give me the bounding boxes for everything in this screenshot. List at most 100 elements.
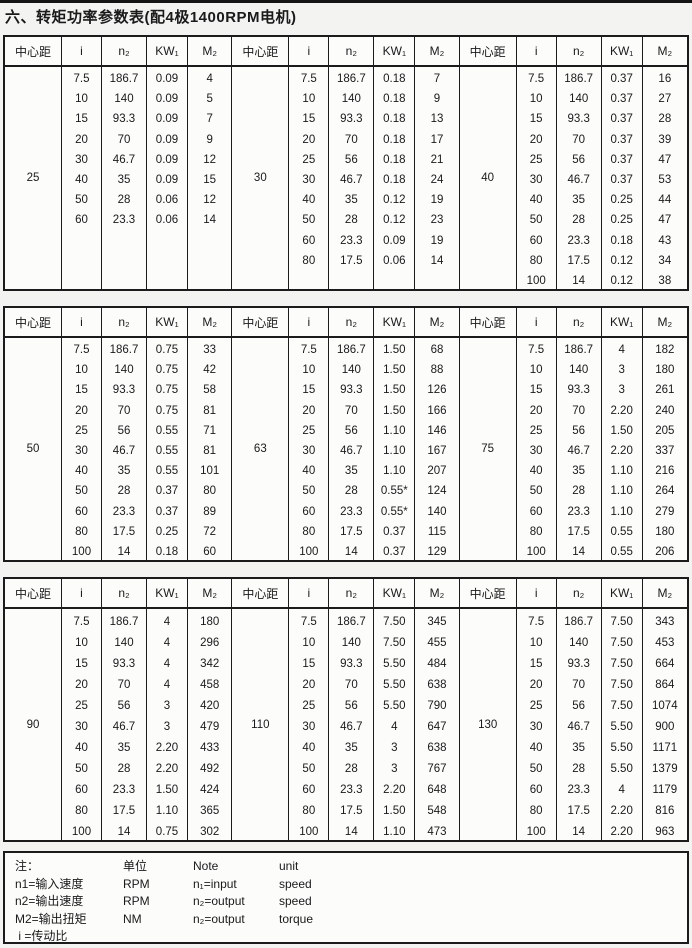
tables-container: 中心距 25 i 7.5 10 15 20 30 40 50 60 n₂ 186.7 140 93.3 70 4… xyxy=(0,35,692,842)
table-cell: 38 xyxy=(658,274,672,287)
table-cell: 100 xyxy=(526,274,546,287)
table-cell: 12 xyxy=(203,194,217,207)
table-cell: 7.5 xyxy=(73,615,90,628)
table-cell: 88 xyxy=(430,364,444,377)
table-cell: 240 xyxy=(655,404,675,417)
table-cell: 30 xyxy=(302,721,316,734)
table-cell: 30 xyxy=(75,153,88,166)
table-cell: 56 xyxy=(117,699,131,712)
table-cell: 80 xyxy=(529,525,543,538)
table-cell: 2.20 xyxy=(155,742,179,755)
table-cell: 89 xyxy=(203,505,217,518)
table-cell: 10 xyxy=(529,93,543,106)
table-cell: 35 xyxy=(344,465,358,478)
table-cell: 0.37 xyxy=(610,73,633,86)
table-cell: 455 xyxy=(427,636,447,649)
table-cell: 93.3 xyxy=(112,384,136,397)
column-header: n₂ xyxy=(102,308,146,338)
center-distance-value: 90 xyxy=(26,718,40,731)
table-cell: 0.09 xyxy=(383,234,406,247)
table-cell: 21 xyxy=(430,153,444,166)
table-cell: 4 xyxy=(618,344,625,357)
table-cell: 1.10 xyxy=(610,485,633,498)
table-cell: 638 xyxy=(427,678,447,691)
table-cell: 1074 xyxy=(652,699,678,712)
table-cell: 93.3 xyxy=(567,657,590,670)
column-header: i xyxy=(289,37,329,67)
table-cell: 4 xyxy=(163,636,171,649)
data-column-body: 345 455 484 638 790 647 638 767 648 548 473 xyxy=(415,609,458,840)
data-column-body: 182 180 261 240 205 337 216 264 279 180 206 xyxy=(643,338,687,560)
column-header: n₂ xyxy=(329,37,374,67)
table-group-30: 中心距 30 i 7.5 10 15 20 25 30 40 50 60 80 n₂ 186.7 140 93.… xyxy=(232,37,460,289)
data-column-body: 1.50 1.50 1.50 1.50 1.10 1.10 1.10 0.55* 0.55* 0.… xyxy=(374,338,414,560)
table-cell: 15 xyxy=(75,384,88,397)
column-output-speed-n2: n₂ 186.7 140 93.3 70 56 46.7 35 28 23.3 17.5 14 xyxy=(556,579,602,840)
table-cell: 15 xyxy=(529,113,543,126)
table-cell: 23.3 xyxy=(340,784,363,797)
table-cell: 4 xyxy=(163,678,171,691)
table-cell: 23.3 xyxy=(567,234,590,247)
table-cell: 0.37 xyxy=(155,485,179,498)
data-column-body: 0.75 0.75 0.75 0.75 0.55 0.55 0.55 0.37 0.37 0.25… xyxy=(147,338,187,560)
center-distance-cell: 50 xyxy=(5,338,61,560)
table-cell: 60 xyxy=(529,784,543,797)
table-cell: 0.55 xyxy=(155,465,179,478)
table-cell: 60 xyxy=(203,545,217,558)
table-cell: 1179 xyxy=(652,784,678,797)
table-cell: 70 xyxy=(117,678,131,691)
table-cell: 30 xyxy=(302,445,316,458)
table-cell: 93.3 xyxy=(340,113,363,126)
table-cell: 12 xyxy=(203,153,217,166)
table-cell: 420 xyxy=(200,699,220,712)
table-cell: 50 xyxy=(529,214,543,227)
column-input-power-kw1: KW₁ 7.50 7.50 7.50 7.50 7.50 5.50 5.50 5.50 4 2.20… xyxy=(601,579,643,840)
table-cell: 1.50 xyxy=(155,784,179,797)
table-cell: 864 xyxy=(655,678,675,691)
table-cell: 7.5 xyxy=(300,73,317,86)
table-cell: 47 xyxy=(658,153,672,166)
table-cell: 647 xyxy=(427,721,447,734)
table-cell: 30 xyxy=(529,174,543,187)
table-group-40: 中心距 40 i 7.5 10 15 20 25 30 40 50 60 80 100 n₂ 186.7 140… xyxy=(459,37,687,289)
table-cell: 19 xyxy=(430,194,444,207)
center-distance-value: 75 xyxy=(481,443,495,455)
table-cell: 30 xyxy=(75,445,88,458)
table-cell: 60 xyxy=(75,214,88,227)
note-cell: speed xyxy=(279,876,312,891)
data-column-body: 7.5 10 15 20 30 40 50 60 xyxy=(62,67,101,289)
data-column-body: 186.7 140 93.3 70 56 46.7 35 28 23.3 17.5 14 xyxy=(557,609,601,840)
table-cell: 2.20 xyxy=(155,763,179,776)
table-cell: 93.3 xyxy=(112,113,136,126)
table-cell: 23 xyxy=(430,214,444,227)
table-cell: 453 xyxy=(655,636,675,649)
table-cell: 264 xyxy=(655,485,675,498)
note-cell: torque xyxy=(279,911,314,926)
note-box: 注： 单位 Note unit n1=输入速度 RPM n₁=input speed n2=输出… xyxy=(3,851,689,944)
column-ratio-i: i 7.5 10 15 20 25 30 40 50 60 80 100 xyxy=(289,308,330,560)
table-cell: 20 xyxy=(75,404,88,417)
table-cell: 0.55* xyxy=(380,485,408,498)
table-cell: 68 xyxy=(430,344,444,357)
table-cell: 15 xyxy=(302,657,316,670)
table-cell: 182 xyxy=(655,344,675,357)
table-cell: 14 xyxy=(572,274,586,287)
table-cell: 0.37 xyxy=(383,545,406,558)
table-cell: 40 xyxy=(529,194,543,207)
table-cell: 0.06 xyxy=(155,194,179,207)
table-cell: 3 xyxy=(163,721,171,734)
column-header: KW₁ xyxy=(147,308,187,338)
table-cell: 4 xyxy=(206,73,213,86)
table-cell: 180 xyxy=(200,615,220,628)
column-center-distance: 中心距 75 xyxy=(459,308,517,560)
table-cell: 0.06 xyxy=(383,254,406,267)
table-cell: 46.7 xyxy=(340,721,363,734)
table-cell: 15 xyxy=(302,384,316,397)
table-cell: 28 xyxy=(117,763,131,776)
table-cell: 14 xyxy=(344,826,358,839)
table-cell: 25 xyxy=(529,153,543,166)
table-cell: 20 xyxy=(302,133,316,146)
data-column-body: 33 42 58 81 71 81 101 80 89 72 60 xyxy=(188,338,231,560)
table-cell: 302 xyxy=(200,826,220,839)
column-header: n₂ xyxy=(329,579,374,609)
